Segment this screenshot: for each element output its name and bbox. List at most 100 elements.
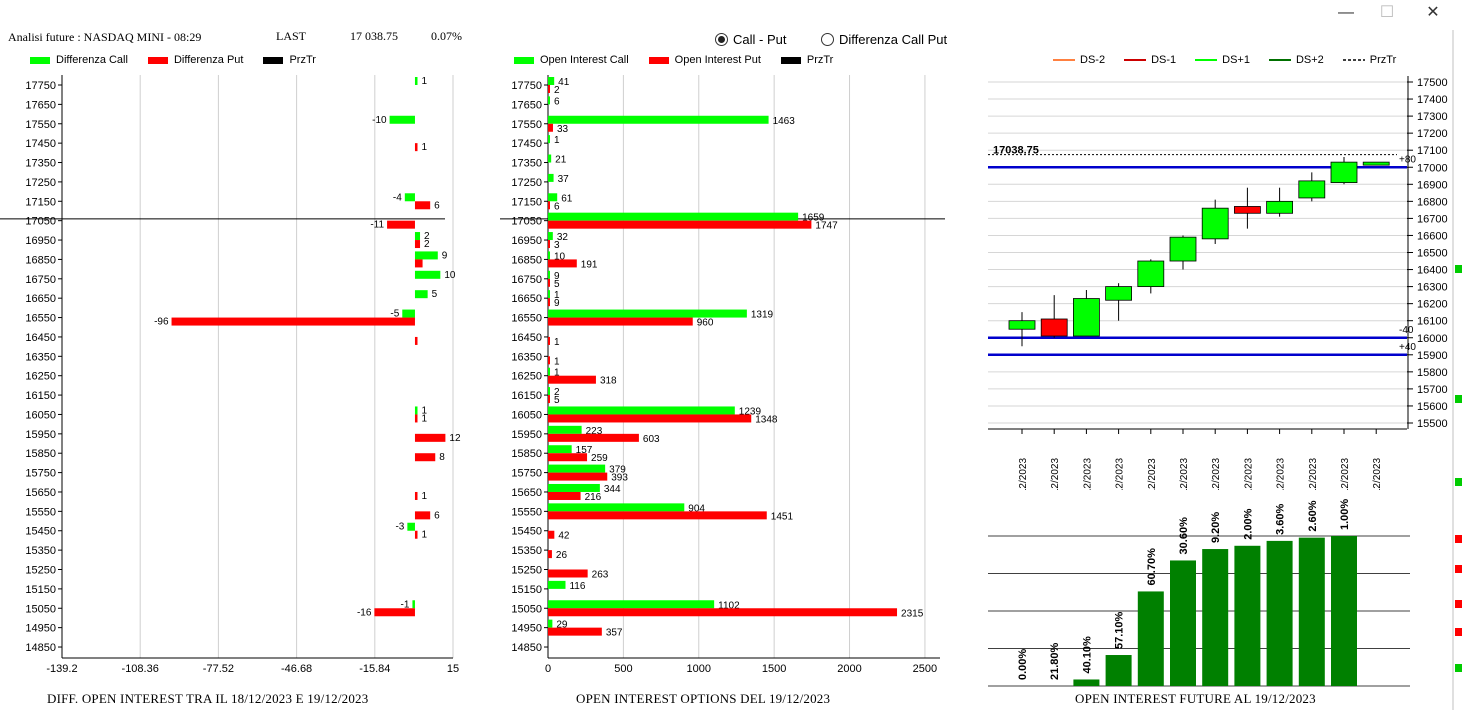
data-label: 1659 <box>802 213 825 224</box>
y-tick-label: 17100 <box>1417 145 1448 157</box>
y-tick-label: 16950 <box>511 235 542 247</box>
bar-call <box>548 154 552 163</box>
y-tick-label: 17250 <box>25 177 56 189</box>
bar-call <box>414 77 418 85</box>
legend-swatch-green <box>30 56 50 64</box>
y-tick-label: 16050 <box>511 409 542 421</box>
y-tick-label: 16750 <box>511 274 542 286</box>
edge-marker <box>1455 535 1462 543</box>
bar-call <box>412 600 415 609</box>
y-tick-label: 16900 <box>1417 179 1448 191</box>
y-tick-label: 17000 <box>1417 162 1448 174</box>
radio-differenza-call-put[interactable]: Differenza Call Put <box>821 32 947 47</box>
data-label: 357 <box>606 628 623 639</box>
bar-put <box>414 201 431 210</box>
y-tick-label: 16550 <box>511 313 542 325</box>
deviation-label: -40 <box>1399 325 1414 336</box>
y-tick-label: 15050 <box>511 603 542 615</box>
bar-put <box>548 375 596 384</box>
bar-call <box>548 212 799 221</box>
bar-put <box>548 627 602 636</box>
bar-put <box>548 433 639 442</box>
bar-put <box>548 240 550 249</box>
legend-line-ds+2 <box>1268 59 1291 61</box>
bar-put <box>548 123 553 132</box>
y-tick-label: 17150 <box>511 196 542 208</box>
edge-marker <box>1455 395 1462 403</box>
legend-swatch-black <box>263 56 284 64</box>
x-tick-label: 2000 <box>837 663 861 675</box>
y-tick-label: 15950 <box>25 429 56 441</box>
bar-put <box>548 472 608 481</box>
bar-call <box>548 251 550 260</box>
radio-unselected-icon <box>821 33 834 46</box>
data-label: 6 <box>554 201 560 212</box>
minimize-icon[interactable]: — <box>1338 4 1354 21</box>
y-tick-label: 16250 <box>25 371 56 383</box>
y-tick-label: 15350 <box>511 545 542 557</box>
legend-line-ds-1 <box>1124 59 1147 61</box>
oi-bar <box>1105 655 1132 686</box>
data-label: -4 <box>393 192 402 203</box>
bar-call <box>548 115 769 124</box>
y-tick-label: 17550 <box>25 119 56 131</box>
bar-call <box>548 445 572 454</box>
candle-body <box>1266 200 1294 214</box>
bar-call <box>548 309 747 318</box>
y-tick-label: 16050 <box>25 409 56 421</box>
y-tick-label: 16850 <box>25 254 56 266</box>
legend-mid: Open Interest Call Open Interest Put Prz… <box>514 54 833 66</box>
bar-put <box>548 317 693 326</box>
data-label: 223 <box>586 426 603 437</box>
price-label: 17038.75 <box>993 145 1039 157</box>
data-label: 1747 <box>815 221 838 232</box>
y-tick-label: 16200 <box>1417 299 1448 311</box>
data-label: 116 <box>569 581 585 592</box>
bar-call <box>548 367 550 376</box>
y-tick-label: 15150 <box>511 584 542 596</box>
legend-swatch-black <box>780 56 801 64</box>
data-label: 263 <box>592 570 609 581</box>
y-tick-label: 16350 <box>511 351 542 363</box>
y-tick-label: 17650 <box>25 99 56 111</box>
legend-item: DS+1 <box>1222 54 1250 66</box>
bar-call <box>414 232 421 241</box>
y-tick-label: 16100 <box>1417 316 1448 328</box>
data-label: -5 <box>390 309 399 320</box>
close-icon[interactable]: ✕ <box>1426 4 1440 21</box>
data-label: 5 <box>432 289 438 300</box>
y-tick-label: 17750 <box>511 80 542 92</box>
bar-put <box>548 491 581 500</box>
candle-body <box>1201 207 1229 240</box>
edge-marker <box>1455 265 1462 273</box>
maximize-icon[interactable]: ☐ <box>1379 4 1395 21</box>
mid-chart-caption: OPEN INTEREST OPTIONS DEL 19/12/2023 <box>576 691 831 706</box>
bar-call <box>414 251 438 260</box>
bar-put <box>414 433 446 442</box>
y-tick-label: 17200 <box>1417 128 1448 140</box>
y-tick-label: 16250 <box>511 371 542 383</box>
y-tick-label: 16550 <box>25 313 56 325</box>
y-tick-label: 17550 <box>511 119 542 131</box>
y-tick-label: 16400 <box>1417 265 1448 277</box>
bar-call <box>402 309 415 318</box>
y-tick-label: 16800 <box>1417 196 1448 208</box>
candle-body <box>1073 298 1100 337</box>
data-label: 2 <box>424 231 430 242</box>
bar-call <box>548 290 550 299</box>
radio-call-put[interactable]: Call - Put <box>715 32 786 47</box>
bar-put <box>548 608 898 617</box>
bar-put <box>414 453 436 462</box>
radio-selected-icon <box>715 33 728 46</box>
x-tick-label: 15 <box>447 663 459 675</box>
y-tick-label: 17300 <box>1417 111 1448 123</box>
bar-put <box>171 317 415 326</box>
x-tick-label: 0 <box>545 663 551 675</box>
data-label: 26 <box>556 550 568 561</box>
y-tick-label: 15600 <box>1417 401 1448 413</box>
data-label: 1 <box>554 135 560 146</box>
y-tick-label: 17450 <box>511 138 542 150</box>
y-tick-label: 15150 <box>25 584 56 596</box>
y-tick-label: 15650 <box>25 487 56 499</box>
data-label: -96 <box>154 317 169 328</box>
